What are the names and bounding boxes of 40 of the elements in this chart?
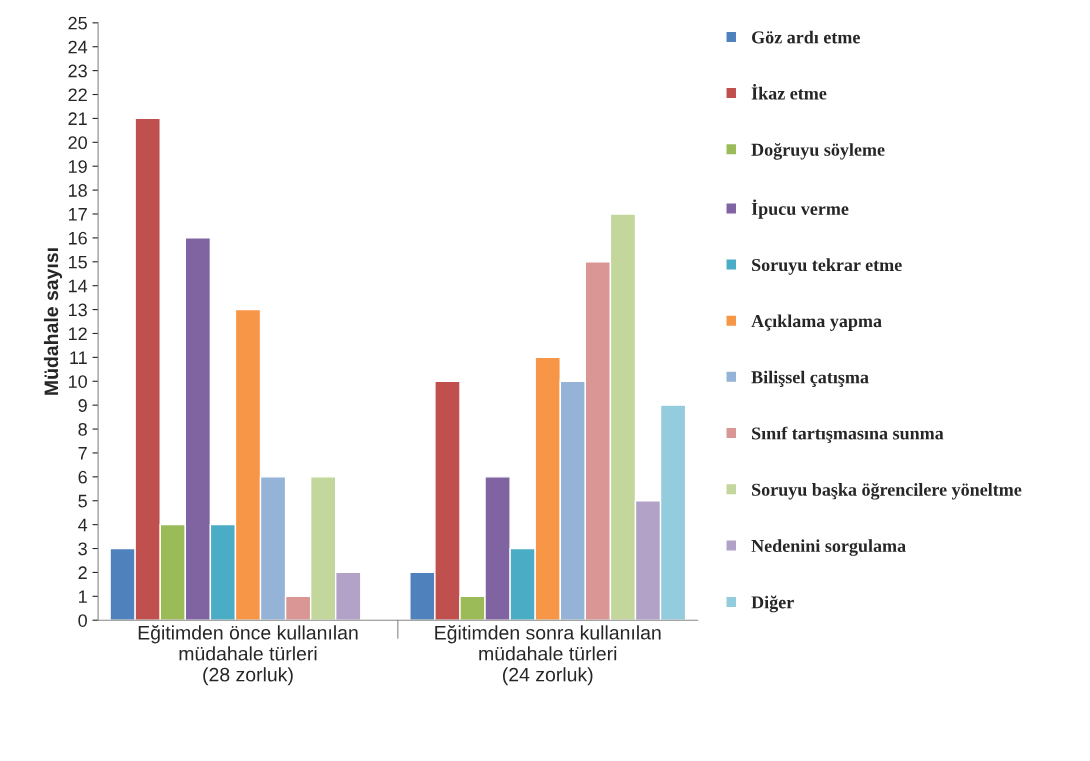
y-tick-label: 23 bbox=[68, 64, 87, 78]
y-tick-label: 17 bbox=[68, 208, 87, 221]
legend-label: Bilişsel çatışma bbox=[751, 370, 869, 387]
y-tick-label: 10 bbox=[68, 375, 87, 388]
y-tick-label: 5 bbox=[78, 494, 87, 508]
y-tick-label: 3 bbox=[78, 542, 87, 556]
y-tick-label: 12 bbox=[68, 327, 87, 341]
legend-label: Soruyu başka öğrencilere yöneltme bbox=[752, 482, 1022, 500]
y-tick-label: 16 bbox=[68, 231, 87, 245]
y-tick-label: 21 bbox=[68, 112, 87, 125]
y-tick-label: 0 bbox=[78, 614, 87, 627]
y-tick-label: 25 bbox=[68, 16, 87, 30]
y-tick-label: 24 bbox=[68, 40, 88, 54]
legend-label: Sınıf tartışmasına sunma bbox=[752, 426, 944, 444]
legend-label: Doğruyu söyleme bbox=[751, 142, 885, 160]
y-tick-label: 6 bbox=[78, 470, 87, 484]
y-tick-label: 9 bbox=[78, 399, 87, 412]
legend-label: İpucu verme bbox=[751, 199, 849, 219]
legend-label: Açıklama yapma bbox=[751, 314, 882, 331]
y-tick-label: 2 bbox=[78, 566, 87, 579]
legend-label: Nedenini sorgulama bbox=[751, 539, 906, 556]
legend-label: Diğer bbox=[751, 595, 794, 613]
legend-label: Göz ardı etme bbox=[752, 30, 860, 44]
y-tick-label: 8 bbox=[78, 422, 87, 436]
y-tick-label: 15 bbox=[68, 255, 87, 269]
y-tick-label: 13 bbox=[68, 303, 87, 317]
y-tick-label: 22 bbox=[68, 88, 87, 102]
legend-label: Soruyu tekrar etme bbox=[752, 258, 902, 275]
y-axis-title: Müdahale sayısı bbox=[43, 248, 63, 395]
y-tick-label: 14 bbox=[68, 279, 88, 293]
x-tick-label: Eğitimden sonra kullanılan müdahale türleri (24 zorluk) bbox=[435, 625, 661, 686]
legend-label: İkaz etme bbox=[751, 83, 827, 100]
y-tick-label: 4 bbox=[78, 518, 88, 532]
y-tick-label: 1 bbox=[79, 590, 87, 603]
y-tick-label: 7 bbox=[78, 447, 87, 460]
y-tick-label: 11 bbox=[70, 351, 87, 364]
y-tick-label: 20 bbox=[68, 136, 87, 150]
y-tick-label: 18 bbox=[68, 184, 87, 197]
y-tick-label: 19 bbox=[68, 160, 87, 173]
x-tick-label: Eğitimden önce kullanılan müdahale türleri (28 zorluk) bbox=[138, 625, 358, 686]
